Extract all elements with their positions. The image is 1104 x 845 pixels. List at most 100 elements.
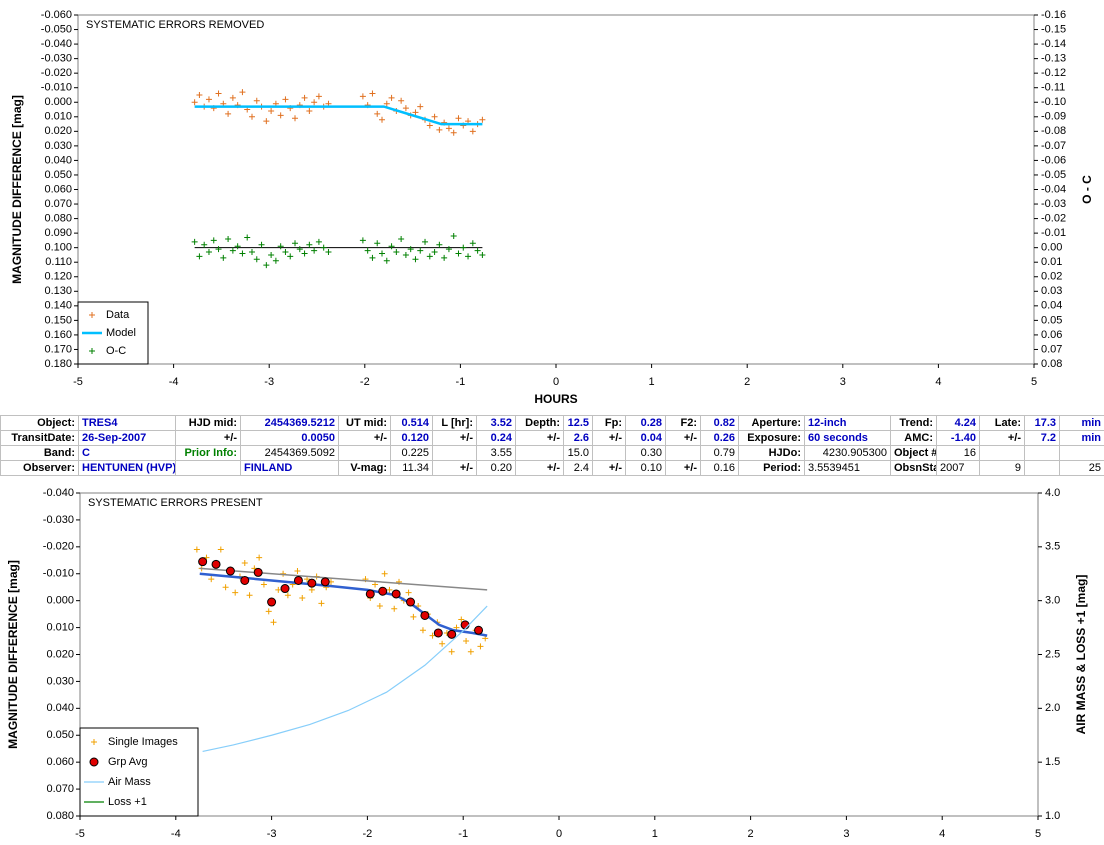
y-tick-label: 0.070 (46, 783, 74, 795)
table-cell: 0.28 (625, 415, 666, 431)
y2-tick-label: -0.09 (1041, 111, 1066, 123)
table-cell: Observer: (0, 460, 79, 476)
table-cell: HJDo: (738, 445, 805, 461)
y2-tick-label: -0.05 (1041, 169, 1066, 181)
data-point (426, 122, 433, 129)
data-point (410, 613, 417, 620)
x-tick-label: -1 (458, 828, 468, 840)
table-cell: 17.3 (1024, 415, 1060, 431)
data-point (263, 118, 270, 125)
data-point (450, 233, 457, 240)
data-point (431, 249, 438, 256)
data-point (287, 253, 294, 260)
data-point (379, 116, 386, 123)
data-point (215, 90, 222, 97)
y-tick-label: 0.140 (44, 300, 72, 312)
y2-tick-label: -0.12 (1041, 67, 1066, 79)
data-point (426, 253, 433, 260)
table-cell: 2.4 (563, 460, 593, 476)
data-point (260, 581, 267, 588)
table-cell: ObsnStartDate: (890, 460, 937, 476)
data-point (431, 113, 438, 120)
table-cell: 15.0 (563, 445, 593, 461)
table-cell: +/- (515, 460, 564, 476)
data-point (402, 251, 409, 258)
table-cell: 3.52 (476, 415, 516, 431)
y-tick-label: 0.000 (44, 96, 72, 108)
table-cell: min (1059, 415, 1104, 431)
data-point (196, 253, 203, 260)
data-point (265, 608, 272, 615)
table-cell: 0.30 (625, 445, 666, 461)
x-tick-label: 1 (649, 376, 655, 388)
table-cell: +/- (665, 460, 701, 476)
x-axis-label: HOURS (534, 392, 577, 406)
data-point (379, 250, 386, 257)
table-cell: Prior Info: (175, 445, 241, 461)
x-tick-label: 3 (843, 828, 849, 840)
data-point (292, 240, 299, 247)
x-tick-label: 5 (1035, 828, 1041, 840)
data-point (479, 116, 486, 123)
legend-label: Model (106, 327, 136, 339)
y2-tick-label: 0.00 (1041, 242, 1062, 254)
table-cell: 0.24 (476, 430, 516, 446)
table-cell (1024, 460, 1060, 476)
y2-tick-label: -0.01 (1041, 227, 1066, 239)
legend-symbol (89, 348, 95, 354)
data-point (325, 249, 332, 256)
table-row: TransitDate: 26-Sep-2007 +/- 0.0050 +/- 0.120… (0, 430, 1104, 446)
data-point (292, 115, 299, 122)
x-tick-label: -5 (73, 376, 83, 388)
data-point (386, 586, 393, 593)
chart-title: SYSTEMATIC ERRORS REMOVED (86, 19, 264, 31)
data-point (383, 257, 390, 264)
table-cell: +/- (338, 430, 391, 446)
data-point (241, 559, 248, 566)
y2-tick-label: 2.0 (1045, 702, 1060, 714)
data-point (205, 96, 212, 103)
table-cell: F2: (665, 415, 701, 431)
y-tick-label: 0.050 (46, 729, 74, 741)
y-tick-label: -0.040 (41, 38, 72, 50)
data-point (244, 234, 251, 241)
y2-tick-label: 3.5 (1045, 541, 1060, 553)
group-average (267, 597, 277, 607)
data-point (318, 600, 325, 607)
data-point (429, 632, 436, 639)
table-cell: +/- (592, 430, 626, 446)
data-point (208, 576, 215, 583)
legend-label: Single Images (108, 736, 178, 748)
x-tick-label: 2 (744, 376, 750, 388)
group-average (406, 597, 416, 607)
data-point (284, 592, 291, 599)
table-cell: 9 (979, 460, 1025, 476)
x-tick-label: -3 (264, 376, 274, 388)
y-tick-label: 0.000 (46, 595, 74, 607)
table-cell: TransitDate: (0, 430, 79, 446)
group-average (474, 625, 484, 635)
table-cell: +/- (432, 460, 477, 476)
group-average (320, 577, 330, 587)
y-tick-label: 0.160 (44, 329, 72, 341)
y2-tick-label: -0.03 (1041, 198, 1066, 210)
data-point (412, 256, 419, 263)
data-point (445, 246, 452, 253)
table-cell: 0.0050 (240, 430, 339, 446)
data-point (239, 89, 246, 96)
table-cell (665, 445, 701, 461)
table-cell: +/- (592, 460, 626, 476)
data-point (282, 249, 289, 256)
data-point (369, 90, 376, 97)
data-point (270, 619, 277, 626)
table-cell (592, 445, 626, 461)
data-point (193, 546, 200, 553)
table-cell: Band: (0, 445, 79, 461)
y2-tick-label: 0.02 (1041, 271, 1062, 283)
data-point (191, 238, 198, 245)
table-cell: +/- (665, 430, 701, 446)
y2-tick-label: 0.08 (1041, 358, 1062, 370)
table-cell: Depth: (515, 415, 564, 431)
y-tick-label: 0.040 (44, 154, 72, 166)
